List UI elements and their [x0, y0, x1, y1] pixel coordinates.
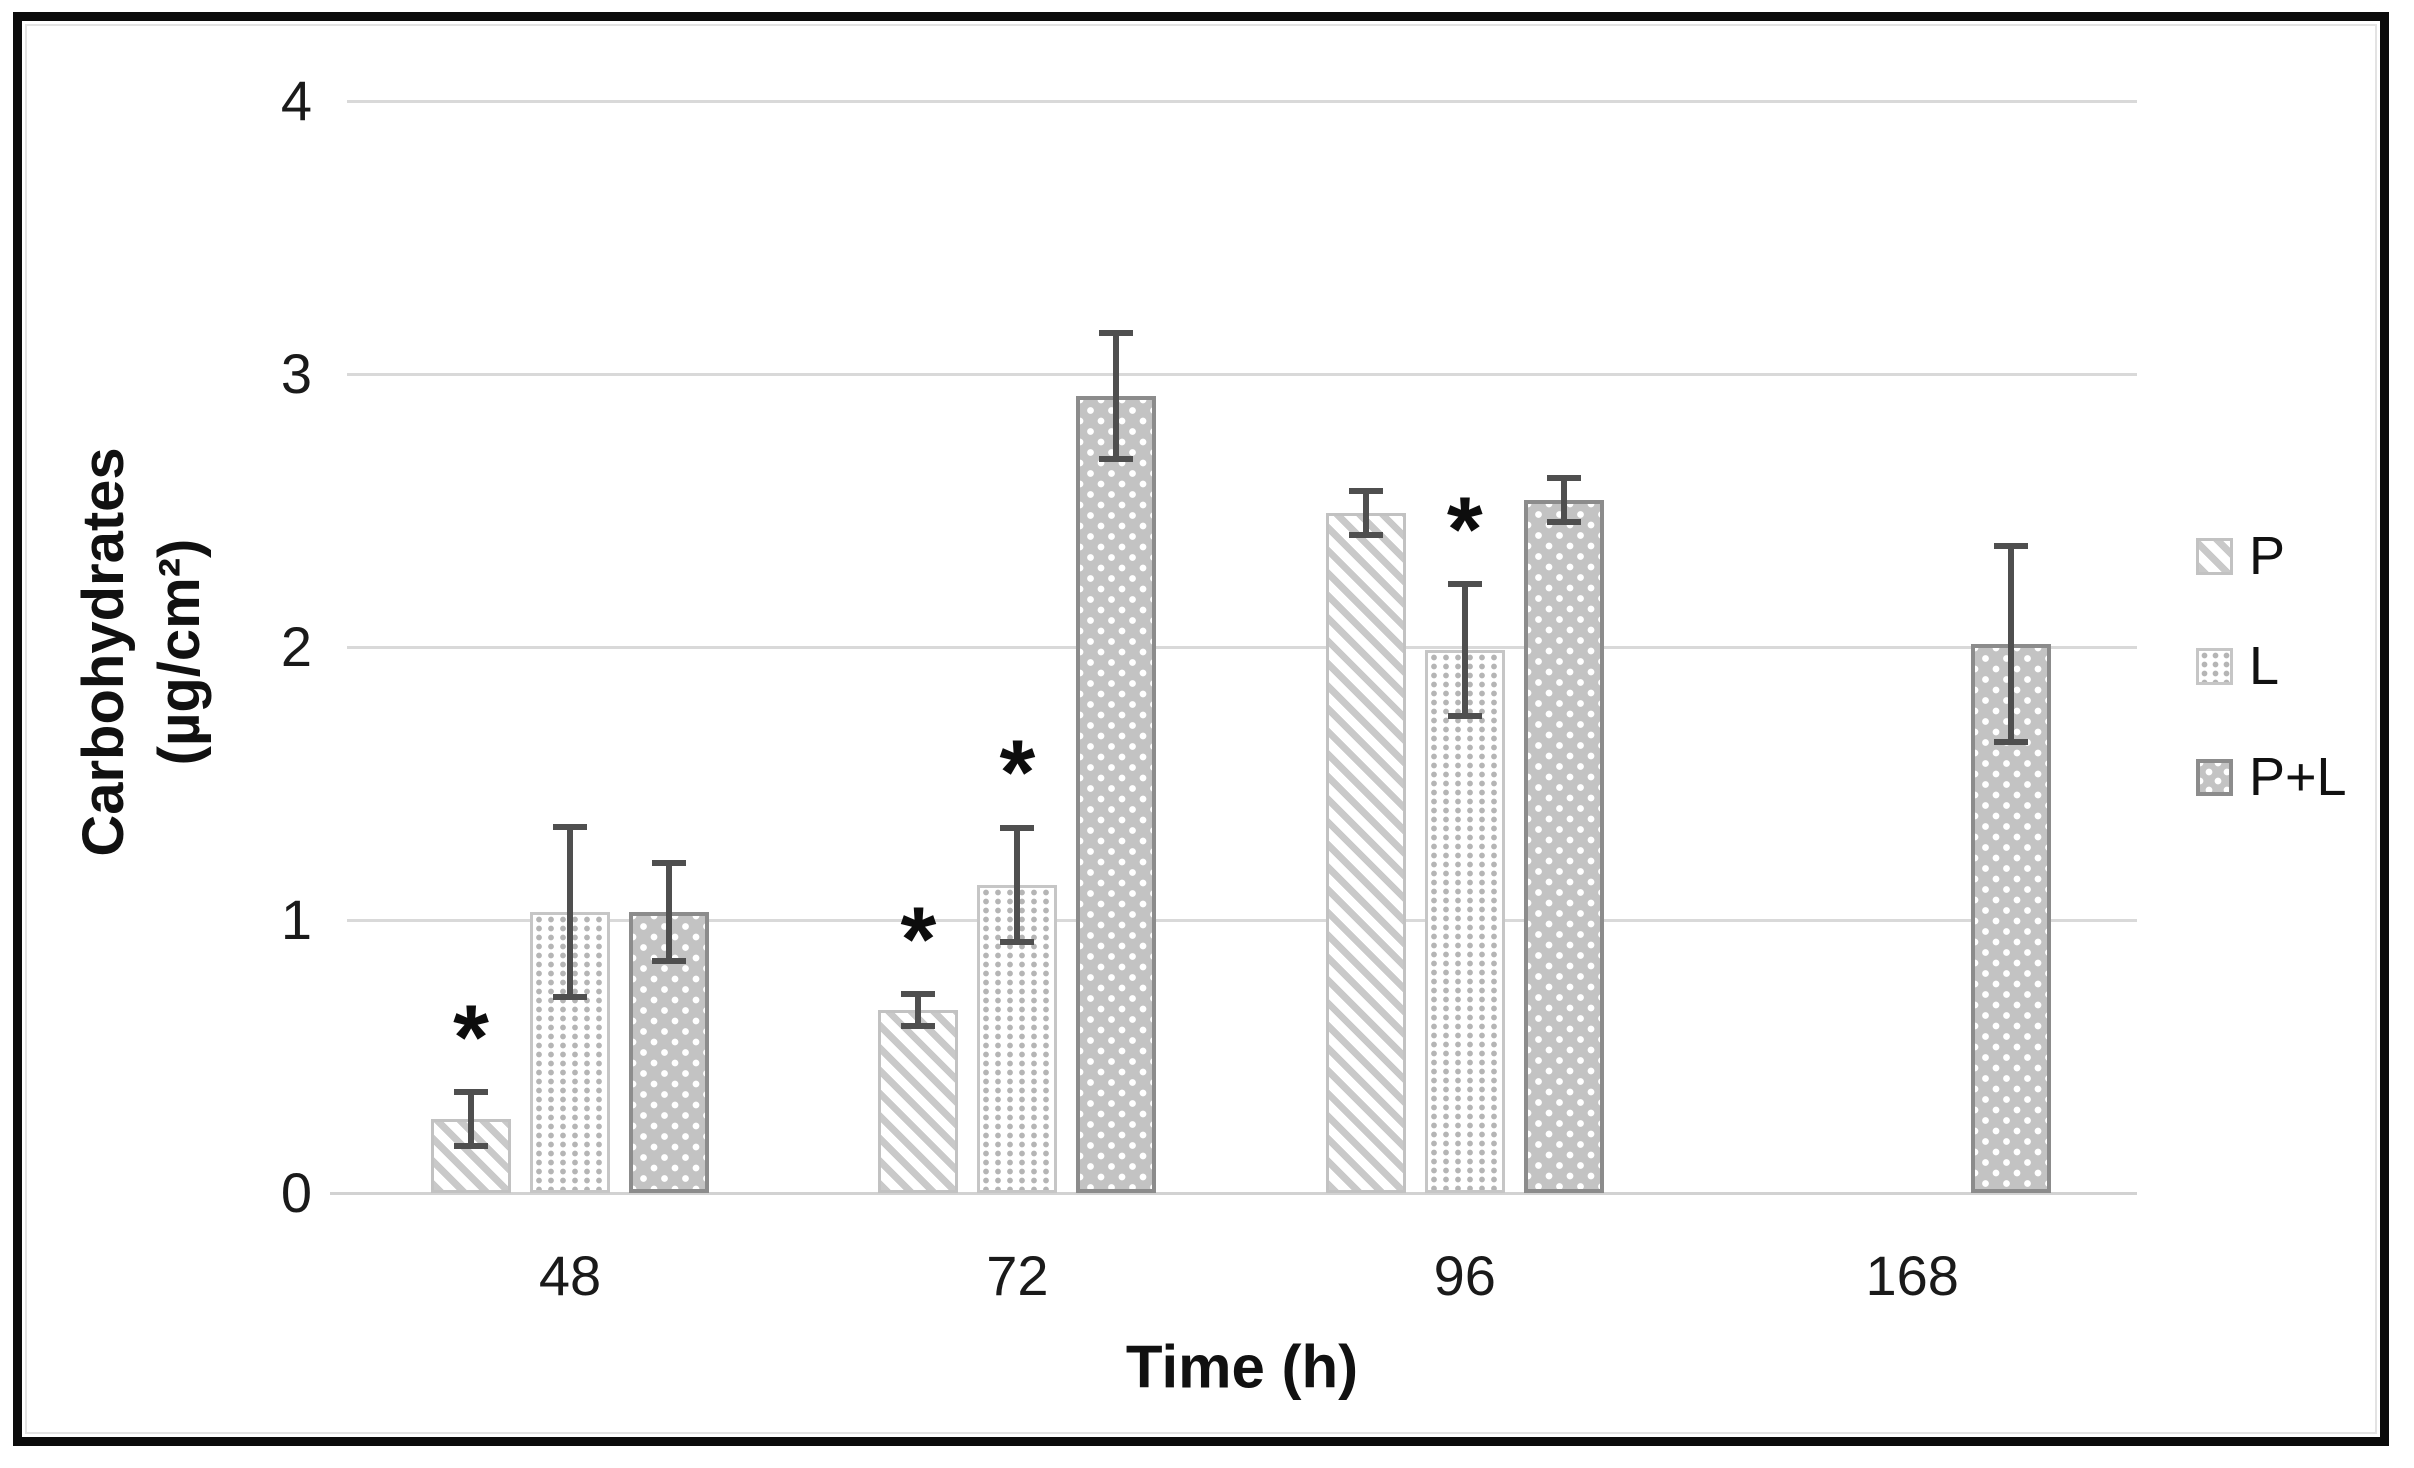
errorbar-cap-bottom-P-96	[1348, 532, 1383, 538]
y-tick-label-1: 1	[280, 888, 312, 951]
errorbar-P-96	[1362, 491, 1369, 535]
y-axis-title-line1: Carbohydrates	[71, 447, 136, 857]
errorbar-P+L-48	[666, 863, 672, 961]
legend-item-l: L	[2196, 639, 2279, 693]
errorbar-cap-top-P-96	[1348, 488, 1383, 494]
gridline-y-1	[347, 919, 2137, 922]
y-axis-title: Carbohydrates (µg/cm²)	[66, 447, 218, 856]
significance-star-L-96: *	[1446, 479, 1483, 582]
errorbar-cap-bottom-P+L-96	[1546, 519, 1581, 525]
legend-swatch-p-hatch-icon	[2196, 537, 2233, 575]
bar-P-72	[878, 1010, 959, 1193]
errorbar-cap-bottom-P+L-48	[652, 958, 686, 964]
x-axis-line	[330, 1192, 2137, 1195]
bar-P-96	[1325, 513, 1406, 1193]
legend-label-p-plus-l: P+L	[2249, 747, 2347, 807]
legend-swatch-p-plus-l-dots-icon	[2196, 758, 2233, 796]
errorbar-cap-top-P-72	[901, 991, 936, 997]
figure-border	[13, 12, 2389, 1446]
errorbar-cap-top-P+L-96	[1546, 475, 1581, 481]
bar-P+L-72	[1076, 396, 1157, 1193]
significance-star-P-72: *	[900, 888, 937, 991]
x-tick-label-72: 72	[986, 1244, 1049, 1307]
bar-L-96	[1424, 650, 1505, 1193]
significance-star-P-48: *	[453, 986, 489, 1089]
errorbar-cap-bottom-L-72	[1000, 939, 1035, 945]
errorbar-P+L-96	[1560, 478, 1567, 522]
errorbar-cap-bottom-P-72	[901, 1023, 936, 1029]
legend-item-p-plus-l: P+L	[2196, 750, 2347, 804]
errorbar-cap-top-L-48	[553, 824, 587, 830]
bar-P+L-96	[1523, 500, 1604, 1193]
legend-swatch-l-dots-icon	[2196, 647, 2233, 685]
errorbar-cap-top-P+L-168	[1994, 543, 2029, 549]
errorbar-cap-bottom-P+L-168	[1994, 739, 2029, 745]
y-tick-label-0: 0	[280, 1161, 312, 1224]
errorbar-cap-bottom-P+L-72	[1099, 456, 1134, 462]
errorbar-P-48	[468, 1092, 474, 1146]
x-tick-label-168: 168	[1865, 1244, 1959, 1307]
errorbar-cap-top-P-48	[454, 1089, 488, 1095]
x-tick-label-48: 48	[538, 1244, 602, 1307]
errorbar-cap-bottom-P-48	[454, 1143, 488, 1149]
x-tick-label-96: 96	[1433, 1244, 1496, 1307]
errorbar-cap-top-P+L-48	[652, 860, 686, 866]
errorbar-L-72	[1014, 828, 1021, 942]
errorbar-L-48	[567, 827, 573, 997]
errorbar-cap-top-P+L-72	[1099, 330, 1134, 336]
errorbar-cap-bottom-L-48	[553, 994, 587, 1000]
errorbar-L-96	[1461, 584, 1468, 716]
y-tick-label-4: 4	[280, 69, 312, 132]
x-axis-title: Time (h)	[1125, 1333, 1359, 1401]
y-axis-title-line2: (µg/cm²)	[147, 538, 212, 766]
legend-item-p: P	[2196, 529, 2285, 583]
legend-label-p: P	[2249, 526, 2286, 586]
bar-P-48	[431, 1119, 511, 1193]
errorbar-P+L-168	[2008, 546, 2015, 742]
y-tick-label-3: 3	[280, 342, 312, 405]
significance-star-L-72: *	[999, 722, 1036, 825]
gridline-y-3	[347, 373, 2137, 376]
errorbar-P-72	[915, 994, 922, 1026]
gridline-y-4	[347, 100, 2137, 103]
errorbar-cap-top-L-72	[1000, 825, 1035, 831]
y-tick-label-2: 2	[280, 615, 312, 678]
errorbar-cap-top-L-96	[1447, 581, 1482, 587]
legend-label-l: L	[2249, 636, 2280, 696]
errorbar-cap-bottom-L-96	[1447, 713, 1482, 719]
gridline-y-2	[347, 646, 2137, 649]
errorbar-P+L-72	[1113, 333, 1120, 459]
